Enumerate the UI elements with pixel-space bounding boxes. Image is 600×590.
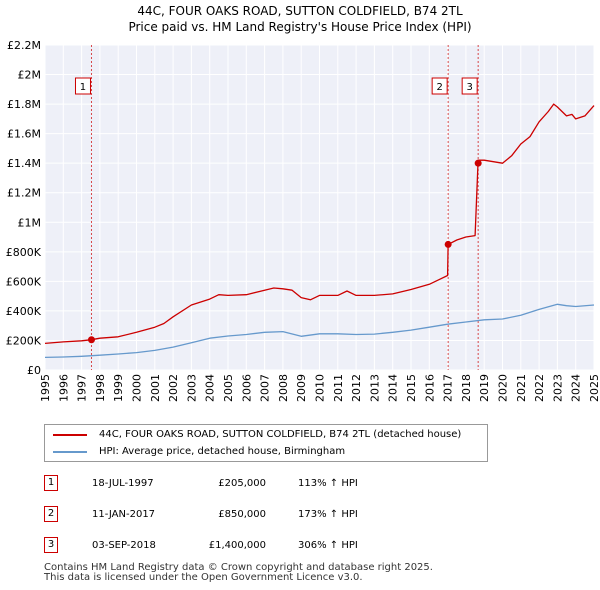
chart-title: 44C, FOUR OAKS ROAD, SUTTON COLDFIELD, B… — [137, 4, 463, 18]
x-tick-label: 2018 — [460, 374, 473, 402]
y-tick-label: £1.8M — [7, 98, 41, 111]
x-tick-label: 2000 — [131, 374, 144, 402]
y-tick-label: £1.2M — [7, 187, 41, 200]
chart-subtitle: Price paid vs. HM Land Registry's House … — [128, 20, 472, 34]
sale-marker-label: 2 — [436, 82, 442, 93]
y-tick-label: £1M — [18, 216, 42, 229]
x-tick-label: 2021 — [515, 374, 528, 402]
y-tick-label: £200K — [6, 334, 42, 347]
footer-licence: This data is licensed under the Open Gov… — [44, 572, 363, 583]
x-tick-label: 1998 — [94, 374, 107, 402]
y-tick-label: £800K — [6, 246, 42, 259]
x-tick-label: 2005 — [222, 374, 235, 402]
legend-label-hpi: HPI: Average price, detached house, Birm… — [99, 446, 346, 457]
sale-marker-label: 3 — [466, 82, 472, 93]
transaction-hpi-change: 113% ↑ HPI — [298, 478, 358, 489]
x-tick-label: 2007 — [259, 374, 272, 402]
x-tick-label: 2024 — [570, 374, 583, 402]
x-tick-label: 2022 — [533, 374, 546, 402]
x-tick-label: 2019 — [478, 374, 491, 402]
x-tick-label: 2004 — [204, 374, 217, 402]
sale-marker-box — [461, 77, 478, 95]
transaction-price: £205,000 — [218, 478, 266, 489]
x-tick-label: 2020 — [497, 374, 510, 402]
x-tick-label: 2023 — [551, 374, 564, 402]
x-tick-label: 2013 — [368, 374, 381, 402]
x-tick-label: 1997 — [76, 374, 89, 402]
x-tick-label: 2016 — [423, 374, 436, 402]
y-tick-label: £400K — [6, 305, 42, 318]
sale-marker-box — [74, 77, 91, 95]
sale-point — [87, 336, 95, 344]
footer-copyright: Contains HM Land Registry data © Crown c… — [44, 562, 433, 573]
x-tick-label: 2017 — [442, 374, 455, 402]
x-tick-label: 1996 — [57, 374, 70, 402]
sale-marker-label: 1 — [80, 82, 86, 93]
sale-marker-box — [431, 77, 448, 95]
transaction-number-badge: 3 — [44, 537, 58, 553]
x-tick-label: 2003 — [185, 374, 198, 402]
sale-point — [444, 240, 452, 248]
transaction-price: £850,000 — [218, 509, 266, 520]
x-tick-label: 2010 — [314, 374, 327, 402]
x-tick-label: 2009 — [295, 374, 308, 402]
legend-swatch-property — [53, 434, 87, 436]
transaction-date: 11-JAN-2017 — [92, 509, 156, 520]
y-tick-label: £2M — [18, 69, 42, 82]
x-tick-label: 2006 — [240, 374, 253, 402]
sale-point — [474, 159, 482, 167]
y-tick-label: £1.4M — [7, 157, 41, 170]
hpi-line — [44, 303, 595, 359]
y-tick-label: £0 — [27, 364, 41, 377]
transaction-date: 18-JUL-1997 — [92, 478, 154, 489]
y-tick-label: £600K — [6, 275, 42, 288]
x-tick-label: 2002 — [167, 374, 180, 402]
y-tick-label: £1.6M — [7, 128, 41, 141]
x-tick-label: 2001 — [149, 374, 162, 402]
x-tick-label: 2012 — [350, 374, 363, 402]
x-tick-label: 2014 — [387, 374, 400, 402]
transaction-number-badge: 1 — [44, 475, 58, 491]
transaction-hpi-change: 173% ↑ HPI — [298, 509, 358, 520]
legend-label-property: 44C, FOUR OAKS ROAD, SUTTON COLDFIELD, B… — [99, 429, 462, 440]
x-tick-label: 1999 — [112, 374, 125, 402]
price-chart: £0 £200K £400K £600K £800K £1M £1.2M £1.4M £1.6M… — [6, 39, 600, 402]
transaction-price: £1,400,000 — [208, 540, 266, 551]
y-tick-label: £2.2M — [7, 39, 41, 52]
transaction-date: 03-SEP-2018 — [92, 540, 156, 551]
transaction-number-badge: 2 — [44, 506, 58, 522]
x-tick-label: 2011 — [332, 374, 345, 402]
transaction-hpi-change: 306% ↑ HPI — [298, 540, 358, 551]
x-tick-label: 2008 — [277, 374, 290, 402]
property-price-line — [44, 103, 595, 345]
legend-swatch-hpi — [53, 451, 87, 453]
x-tick-label: 2025 — [588, 374, 600, 402]
x-tick-label: 2015 — [405, 374, 418, 402]
x-tick-label: 1995 — [39, 374, 52, 402]
legend: 44C, FOUR OAKS ROAD, SUTTON COLDFIELD, B… — [44, 424, 488, 462]
